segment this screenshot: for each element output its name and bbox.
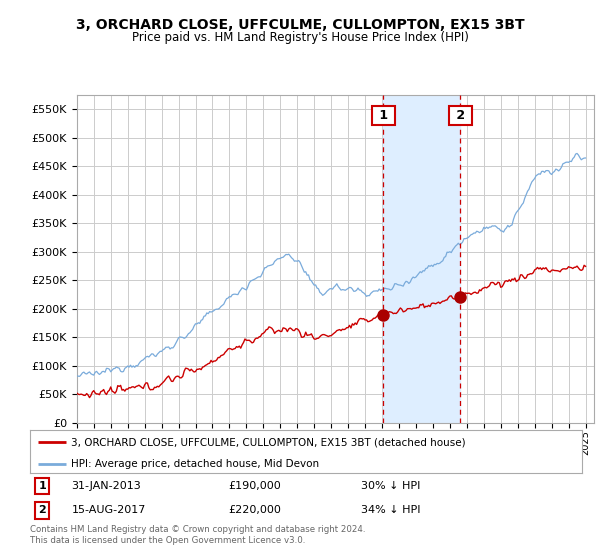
Text: 34% ↓ HPI: 34% ↓ HPI bbox=[361, 506, 421, 515]
Bar bbox=[383, 95, 460, 423]
Text: 2: 2 bbox=[38, 506, 46, 515]
Text: HPI: Average price, detached house, Mid Devon: HPI: Average price, detached house, Mid … bbox=[71, 459, 320, 469]
Text: 15-AUG-2017: 15-AUG-2017 bbox=[71, 506, 146, 515]
Text: 1: 1 bbox=[374, 109, 392, 122]
Text: 30% ↓ HPI: 30% ↓ HPI bbox=[361, 481, 421, 491]
Text: Price paid vs. HM Land Registry's House Price Index (HPI): Price paid vs. HM Land Registry's House … bbox=[131, 31, 469, 44]
Text: 31-JAN-2013: 31-JAN-2013 bbox=[71, 481, 141, 491]
Text: £220,000: £220,000 bbox=[229, 506, 281, 515]
Text: 3, ORCHARD CLOSE, UFFCULME, CULLOMPTON, EX15 3BT (detached house): 3, ORCHARD CLOSE, UFFCULME, CULLOMPTON, … bbox=[71, 437, 466, 447]
Text: £190,000: £190,000 bbox=[229, 481, 281, 491]
Text: 1: 1 bbox=[38, 481, 46, 491]
Text: Contains HM Land Registry data © Crown copyright and database right 2024.
This d: Contains HM Land Registry data © Crown c… bbox=[30, 525, 365, 545]
Text: 2: 2 bbox=[452, 109, 469, 122]
Text: 3, ORCHARD CLOSE, UFFCULME, CULLOMPTON, EX15 3BT: 3, ORCHARD CLOSE, UFFCULME, CULLOMPTON, … bbox=[76, 18, 524, 32]
